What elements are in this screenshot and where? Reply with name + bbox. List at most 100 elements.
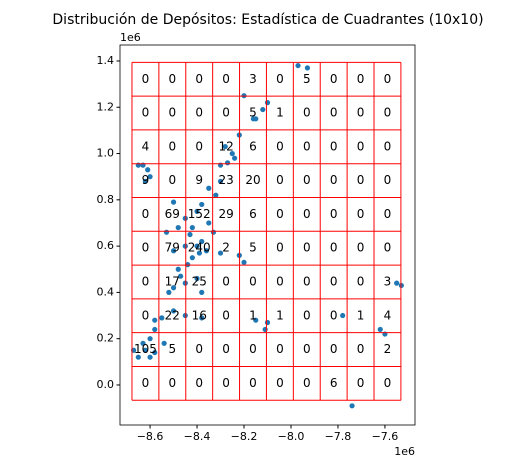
quadrat-count: 0: [222, 72, 230, 86]
point: [340, 312, 346, 319]
quadrat-count: 0: [330, 207, 338, 221]
quadrat-count: 0: [168, 106, 176, 120]
quadrat-count: 0: [142, 72, 150, 86]
quadrat-count: 0: [276, 72, 284, 86]
quadrat-count: 240: [188, 241, 211, 255]
quadrat-count: 0: [276, 139, 284, 153]
point: [152, 317, 158, 323]
point: [194, 275, 200, 282]
y-tick-label: 0.4: [97, 285, 115, 298]
x-tick-label: −7.8: [325, 430, 352, 443]
point: [161, 340, 167, 346]
quadrat-count: 0: [303, 308, 311, 322]
quadrat-count: 0: [384, 106, 392, 120]
quadrat-count: 29: [218, 207, 233, 221]
x-offset-label: 1e6: [394, 445, 415, 458]
quadrat-count: 9: [142, 173, 150, 187]
point: [349, 403, 355, 409]
quadrat-count: 0: [142, 207, 150, 221]
quadrat-count: 0: [357, 72, 365, 86]
quadrat-count: 0: [303, 207, 311, 221]
quadrat-count: 4: [142, 139, 150, 153]
point: [213, 192, 219, 198]
y-tick-label: 1.2: [97, 100, 115, 113]
axes-frame: [119, 44, 416, 426]
point: [206, 220, 212, 226]
quadrat-count: 0: [357, 106, 365, 120]
x-tick-label: −8.2: [231, 430, 258, 443]
chart-title: Distribución de Depósitos: Estadística d…: [52, 12, 483, 28]
point: [175, 224, 181, 231]
quadrat-count: 0: [142, 308, 150, 322]
point: [203, 248, 210, 254]
point: [232, 155, 238, 161]
quadrat-count: 23: [218, 173, 233, 187]
point: [170, 248, 177, 254]
point: [177, 273, 184, 279]
quadrat-count: 0: [276, 173, 284, 187]
point: [253, 317, 259, 323]
point: [224, 160, 231, 166]
quadrat-count: 0: [276, 376, 284, 390]
quadrat-count: 2: [384, 342, 392, 356]
quadrat-count: 0: [303, 241, 311, 255]
point: [145, 167, 151, 173]
quadrat-count: 105: [134, 342, 157, 356]
point: [394, 280, 400, 286]
quadrat-count: 0: [222, 342, 230, 356]
point: [304, 65, 311, 71]
quadrat-count: 0: [303, 173, 311, 187]
quadrat-count: 0: [330, 139, 338, 153]
quadrat-count: 0: [303, 106, 311, 120]
point: [199, 289, 205, 295]
quadrat-count: 0: [330, 72, 338, 86]
point: [189, 255, 195, 261]
y-offset-label: 1e6: [120, 31, 141, 44]
quadrat-count: 3: [384, 274, 392, 288]
point: [295, 62, 301, 69]
quadrat-count: 1: [276, 308, 284, 322]
quadrat-count: 0: [330, 274, 338, 288]
point: [264, 100, 271, 106]
quadrat-count: 0: [357, 173, 365, 187]
quadrat-count: 0: [384, 139, 392, 153]
point: [147, 354, 153, 360]
quadrat-count: 6: [249, 207, 257, 221]
quadrat-count: 5: [249, 106, 257, 120]
quadrat-count: 0: [330, 173, 338, 187]
quadrat-count: 0: [222, 274, 230, 288]
quadrat-count: 22: [165, 308, 180, 322]
quadrat-count: 0: [276, 342, 284, 356]
quadrat-count: 5: [303, 72, 311, 86]
quadrat-count: 0: [384, 241, 392, 255]
quadrat-count: 0: [168, 173, 176, 187]
quadrat-count: 0: [142, 274, 150, 288]
quadrat-count: 0: [276, 207, 284, 221]
x-tick-label: −8.6: [137, 430, 164, 443]
quadrat-count: 0: [357, 139, 365, 153]
quadrat-count: 0: [303, 274, 311, 288]
point: [152, 349, 158, 356]
quadrat-count: 0: [330, 241, 338, 255]
point: [377, 326, 383, 333]
point: [217, 250, 224, 256]
quadrat-count: 152: [188, 207, 211, 221]
quadrat-count: 0: [303, 376, 311, 390]
point: [135, 354, 141, 360]
quadrat-count: 0: [142, 376, 150, 390]
point: [175, 266, 181, 272]
point: [229, 150, 235, 157]
point: [199, 201, 205, 208]
point: [152, 326, 158, 333]
quadrat-count: 0: [276, 241, 284, 255]
point: [264, 319, 271, 326]
point: [140, 340, 146, 346]
quadrat-count: 1: [276, 106, 284, 120]
quadrat-count: 0: [276, 274, 284, 288]
point: [241, 259, 247, 265]
point: [159, 315, 165, 321]
quadrat-count: 0: [195, 72, 203, 86]
quadrat-count: 0: [357, 207, 365, 221]
quadrat-count: 0: [195, 139, 203, 153]
point: [250, 116, 257, 122]
